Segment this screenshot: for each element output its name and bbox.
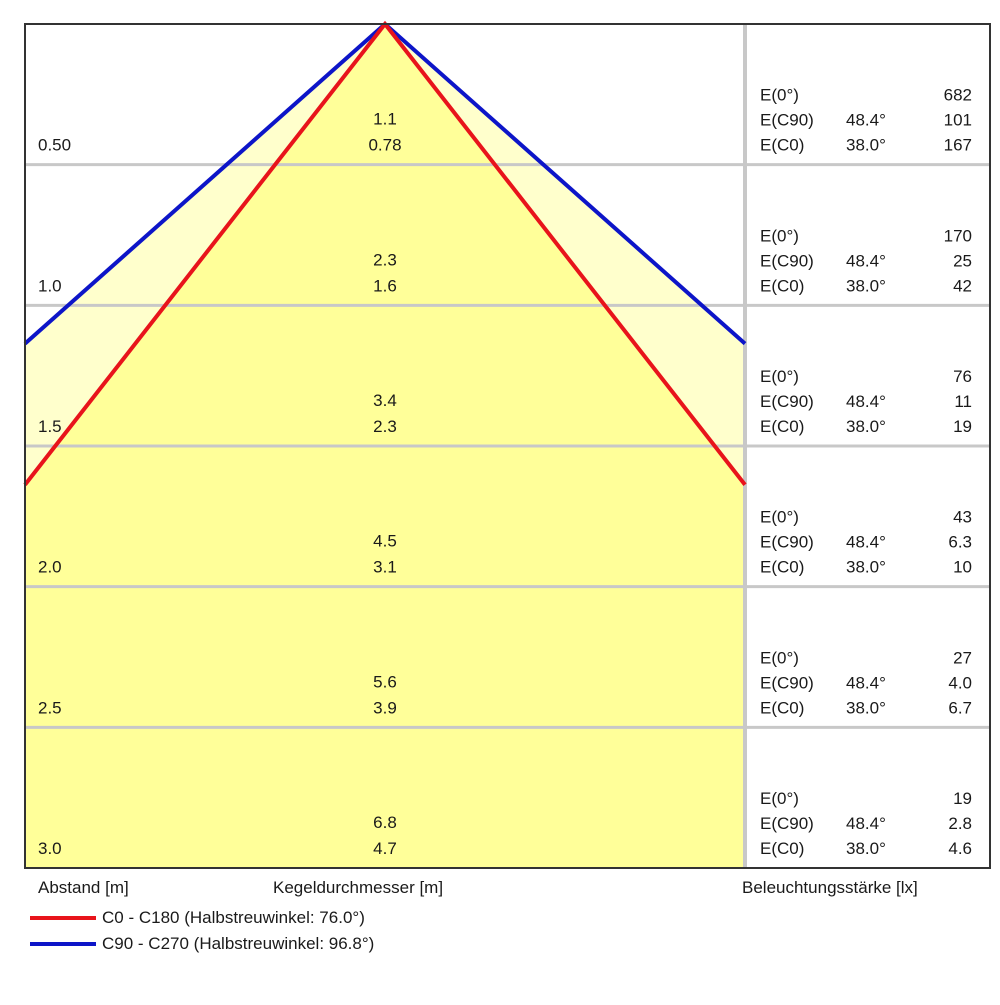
- x-label-distance: Abstand [m]: [38, 878, 129, 897]
- illuminance-value-ec0: 6.7: [948, 698, 972, 717]
- illuminance-value-ec0: 4.6: [948, 839, 972, 858]
- illuminance-label-ec0: E(C0): [760, 698, 804, 717]
- distance-label: 3.0: [38, 839, 62, 858]
- legend-swatch-c90: [30, 942, 96, 946]
- diameter-label-c0: 2.3: [373, 417, 397, 436]
- legend-item-c90: C90 - C270 (Halbstreuwinkel: 96.8°): [30, 932, 374, 956]
- illuminance-value-ec0: 19: [953, 417, 972, 436]
- illuminance-label-e0: E(0°): [760, 789, 799, 808]
- diameter-label-c0: 3.1: [373, 558, 397, 577]
- angle-label-c0: 38.0°: [846, 698, 886, 717]
- illuminance-value-e0: 27: [953, 648, 972, 667]
- illuminance-value-ec0: 42: [953, 276, 972, 295]
- angle-label-c90: 48.4°: [846, 251, 886, 270]
- diameter-label-c90: 2.3: [373, 250, 397, 269]
- diameter-label-c0: 4.7: [373, 839, 397, 858]
- illuminance-value-e0: 43: [953, 508, 972, 527]
- diameter-label-c0: 0.78: [368, 136, 401, 155]
- illuminance-label-ec90: E(C90): [760, 814, 814, 833]
- chart-border: [24, 23, 991, 869]
- diameter-label-c90: 6.8: [373, 813, 397, 832]
- illuminance-label-ec0: E(C0): [760, 839, 804, 858]
- diameter-label-c0: 1.6: [373, 276, 397, 295]
- illuminance-value-ec90: 101: [944, 111, 972, 130]
- illuminance-label-e0: E(0°): [760, 86, 799, 105]
- diameter-label-c90: 4.5: [373, 532, 397, 551]
- distance-label: 1.0: [38, 276, 62, 295]
- illuminance-label-e0: E(0°): [760, 508, 799, 527]
- legend-label-c90: C90 - C270 (Halbstreuwinkel: 96.8°): [102, 934, 375, 953]
- diameter-label-c90: 3.4: [373, 391, 397, 410]
- angle-label-c90: 48.4°: [846, 111, 886, 130]
- diameter-label-c90: 5.6: [373, 672, 397, 691]
- x-label-illuminance: Beleuchtungsstärke [lx]: [742, 878, 918, 897]
- angle-label-c0: 38.0°: [846, 136, 886, 155]
- legend-label-c0: C0 - C180 (Halbstreuwinkel: 76.0°): [102, 908, 365, 927]
- illuminance-value-e0: 19: [953, 789, 972, 808]
- illuminance-label-ec90: E(C90): [760, 251, 814, 270]
- illuminance-label-ec0: E(C0): [760, 558, 804, 577]
- illuminance-label-ec0: E(C0): [760, 136, 804, 155]
- illuminance-value-ec0: 167: [944, 136, 972, 155]
- illuminance-value-ec0: 10: [953, 558, 972, 577]
- x-label-diameter: Kegeldurchmesser [m]: [273, 878, 444, 897]
- angle-label-c0: 38.0°: [846, 839, 886, 858]
- distance-label: 1.5: [38, 417, 62, 436]
- angle-label-c90: 48.4°: [846, 814, 886, 833]
- illuminance-value-ec90: 25: [953, 251, 972, 270]
- angle-label-c0: 38.0°: [846, 417, 886, 436]
- angle-label-c90: 48.4°: [846, 533, 886, 552]
- angle-label-c90: 48.4°: [846, 392, 886, 411]
- legend-item-c0: C0 - C180 (Halbstreuwinkel: 76.0°): [30, 906, 365, 930]
- illuminance-value-e0: 170: [944, 226, 972, 245]
- illuminance-value-e0: 76: [953, 367, 972, 386]
- illuminance-label-ec90: E(C90): [760, 673, 814, 692]
- illuminance-value-e0: 682: [944, 86, 972, 105]
- illuminance-label-ec90: E(C90): [760, 392, 814, 411]
- illuminance-label-ec90: E(C90): [760, 533, 814, 552]
- illuminance-label-ec0: E(C0): [760, 417, 804, 436]
- illuminance-value-ec90: 4.0: [948, 673, 972, 692]
- illuminance-value-ec90: 11: [954, 392, 972, 411]
- legend-swatch-c0: [30, 916, 96, 920]
- diameter-label-c0: 3.9: [373, 698, 397, 717]
- illuminance-value-ec90: 2.8: [948, 814, 972, 833]
- angle-label-c0: 38.0°: [846, 276, 886, 295]
- illuminance-label-ec90: E(C90): [760, 111, 814, 130]
- diameter-label-c90: 1.1: [373, 110, 397, 129]
- distance-label: 2.0: [38, 558, 62, 577]
- distance-label: 2.5: [38, 698, 62, 717]
- illuminance-label-e0: E(0°): [760, 648, 799, 667]
- distance-label: 0.50: [38, 136, 71, 155]
- angle-label-c90: 48.4°: [846, 673, 886, 692]
- illuminance-label-e0: E(0°): [760, 226, 799, 245]
- illuminance-label-ec0: E(C0): [760, 276, 804, 295]
- angle-label-c0: 38.0°: [846, 558, 886, 577]
- illuminance-value-ec90: 6.3: [948, 533, 972, 552]
- illuminance-label-e0: E(0°): [760, 367, 799, 386]
